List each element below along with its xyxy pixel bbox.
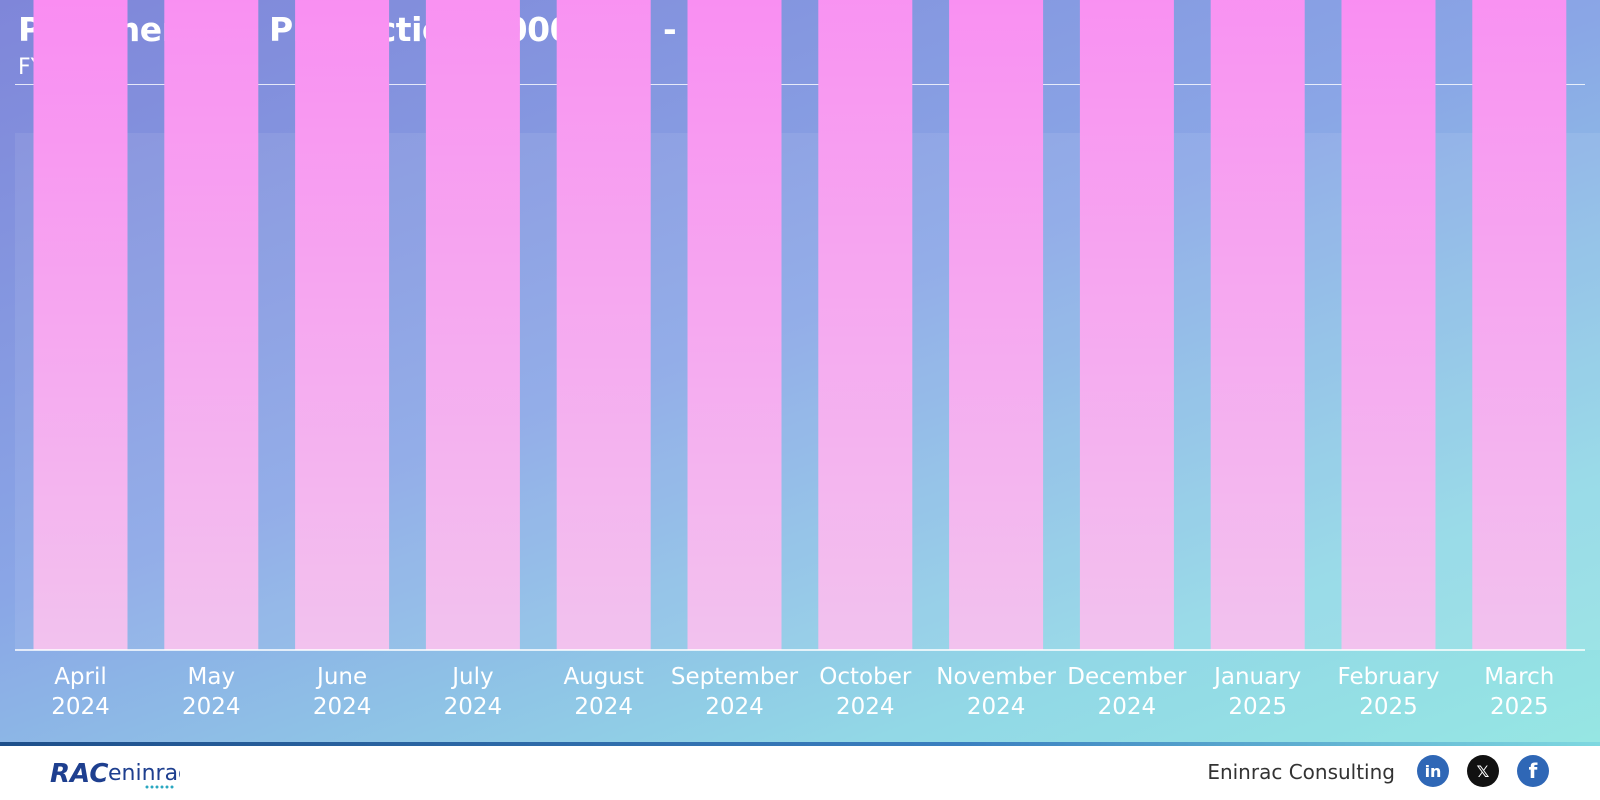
footer-accent-stripe [0,742,1600,746]
chart-title: Petrohemical Production (‘000 MT) - Indi… [18,10,778,49]
svg-text:RAC: RAC [50,759,108,789]
bar-december [1079,0,1174,650]
plot-area-band [15,133,1600,650]
x-tick-label: April 2024 [51,664,110,720]
bar-january [1210,0,1305,650]
x-tick-label: May 2024 [182,664,241,720]
x-tick-label: November 2024 [936,664,1056,720]
bars-group [33,0,1567,651]
footer-bar: RAC eninrac Eninrac Consulting in 𝕏 f [0,746,1600,800]
x-icon[interactable]: 𝕏 [1467,755,1499,787]
bar-august [556,0,651,650]
company-name: Eninrac Consulting [1207,760,1395,784]
x-tick-label: July 2024 [444,664,503,720]
bar-july [425,0,520,651]
bar-may [164,0,259,650]
header-divider [15,84,1585,85]
x-tick-label: January 2025 [1212,664,1301,720]
x-tick-label: August 2024 [563,664,644,720]
x-tick-label: February 2025 [1338,664,1440,720]
x-tick-label: October 2024 [819,664,912,720]
bar-march [1472,0,1567,650]
bar-april [33,0,128,650]
x-tick-label: June 2024 [313,664,372,720]
bar-chart: 1,697April20241,820May20241,782June20241… [33,0,1567,720]
facebook-icon[interactable]: f [1517,755,1549,787]
x-tick-label: September 2024 [671,664,799,720]
svg-text:eninrac: eninrac [108,761,180,786]
bar-february [1341,0,1436,650]
chart-canvas: Petrohemical Production (‘000 MT) - Indi… [0,0,1600,742]
bar-october [818,0,913,650]
bar-november [949,0,1044,650]
linkedin-icon[interactable]: in [1417,755,1449,787]
bar-june [295,0,390,650]
x-tick-label: December 2024 [1067,664,1187,720]
x-tick-label: March 2025 [1484,664,1554,720]
bar-september [687,0,782,650]
labels-group: 1,697April20241,820May20241,782June20241… [51,664,1554,720]
eninrac-logo: RAC eninrac [50,759,180,789]
